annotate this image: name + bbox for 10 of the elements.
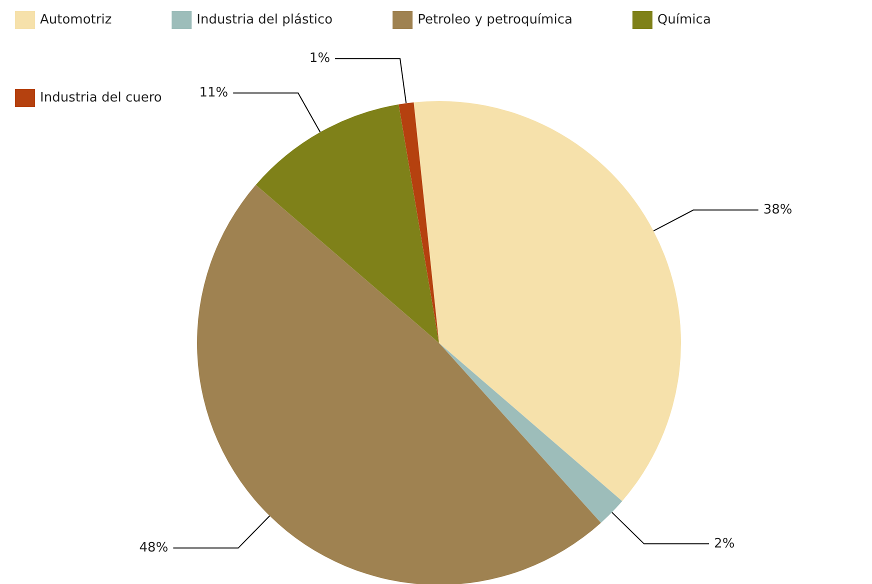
legend-label: Industria del cuero [40,90,162,106]
data-label: 1% [309,51,330,66]
data-label: 48% [139,540,168,556]
data-label: 11% [199,85,228,100]
data-label: 2% [714,536,735,552]
legend-label: Automotriz [40,12,112,28]
legend-label: Química [657,12,711,28]
data-label: 38% [763,202,792,218]
legend-label: Petroleo y petroquímica [418,12,572,28]
legend-label: Industria del plástico [196,12,333,28]
